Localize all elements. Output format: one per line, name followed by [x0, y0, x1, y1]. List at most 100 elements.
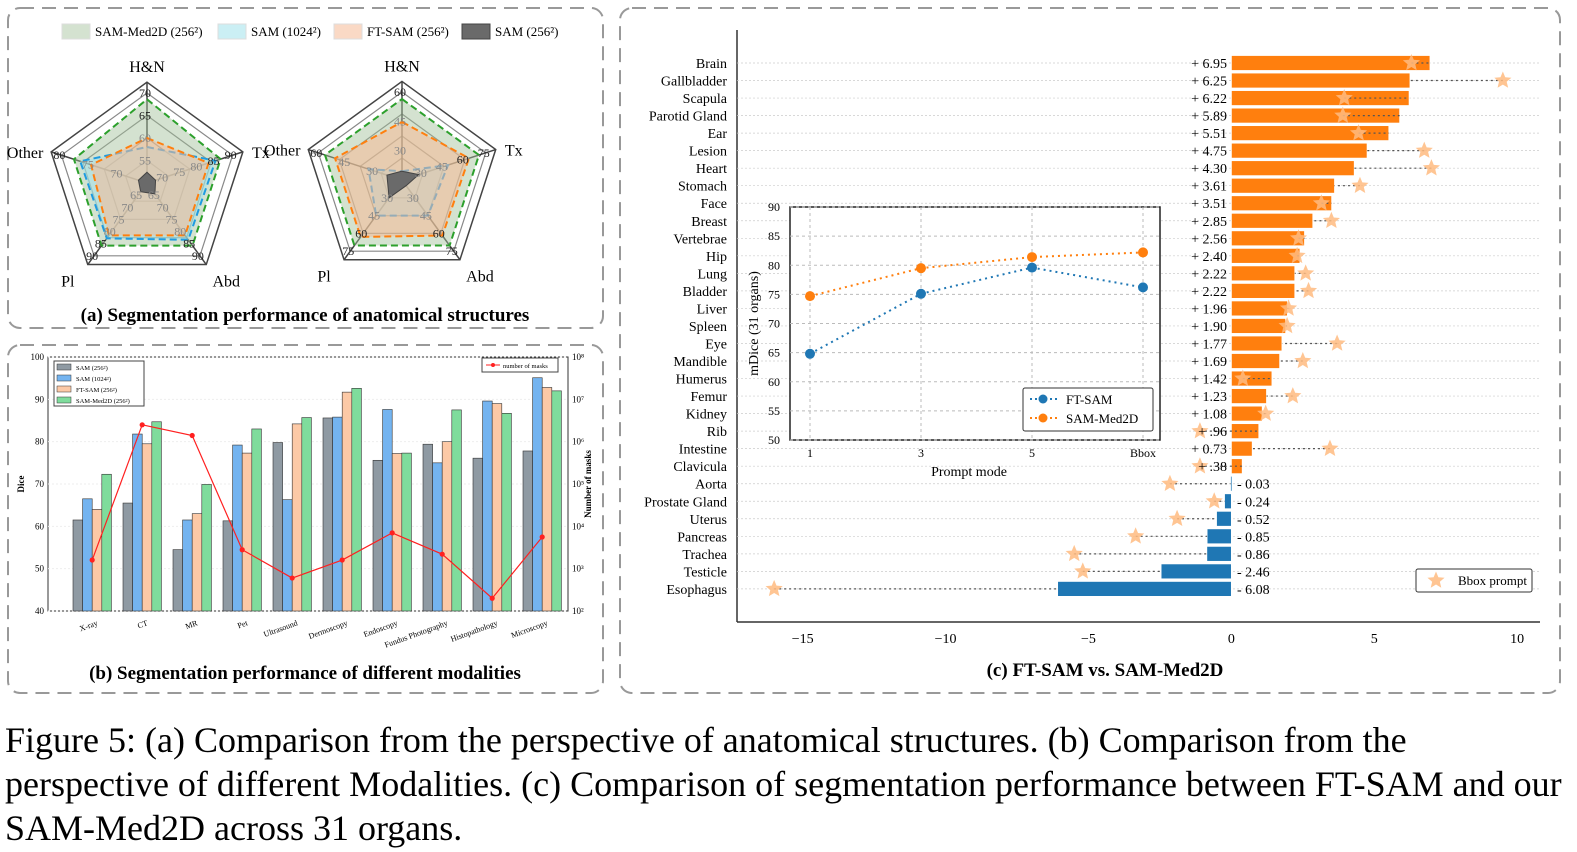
point-SAM-Med2D: [916, 263, 926, 274]
bbox-star: [1351, 176, 1369, 193]
value-label: - 0.85: [1237, 530, 1270, 545]
point-SAM-Med2D: [805, 291, 815, 302]
radar-tick-label: 30: [394, 144, 406, 158]
x-tick-label: Endoscopy: [362, 618, 398, 639]
point-SAM-Med2D: [1138, 247, 1148, 258]
radar-series-left-3: [137, 171, 157, 195]
value-label: - 6.08: [1237, 583, 1270, 598]
radar-tick-label: 45: [368, 209, 380, 223]
value-label: + 1.42: [1191, 373, 1227, 388]
legend-label: number of masks: [503, 363, 548, 370]
legend-marker: [1038, 394, 1048, 404]
legend-swatch: [333, 23, 363, 40]
radar-tick-label: 60: [457, 153, 469, 167]
bar-Spleen: [1230, 318, 1287, 334]
radar-series-right-3: [386, 170, 420, 199]
legend-label: SAM-Med2D (256²): [95, 24, 203, 39]
bbox-star: [1402, 54, 1420, 71]
bar-Microscopy-0: [522, 450, 533, 612]
x-tick-label: 10: [1510, 632, 1524, 647]
bbox-star: [1191, 422, 1209, 439]
y-tick-label: 80: [768, 258, 780, 272]
radar-tick-label: 90: [86, 249, 98, 263]
value-label: + 1.23: [1191, 390, 1227, 405]
bar-X-ray-0: [72, 519, 83, 612]
y2-tick-label: 10²: [572, 606, 584, 616]
bar-Mandible: [1230, 353, 1281, 369]
bar-Fundus Photography-1: [432, 462, 443, 612]
radar-tick-label: 75: [165, 212, 177, 226]
category-label: Aorta: [695, 478, 728, 493]
bar-Eye: [1230, 335, 1283, 352]
x-tick-label: 5: [1371, 632, 1378, 647]
bar-Dermoscopy-3: [351, 388, 362, 612]
masks-point: [539, 534, 545, 540]
x-tick-label: −15: [792, 632, 814, 647]
radar-tick-label: 80: [53, 148, 65, 162]
radar-tick-label: 60: [139, 131, 151, 145]
radar-axis-label: Tx: [505, 143, 523, 160]
bar-Ultrasound-0: [272, 442, 283, 612]
value-label: + 6.25: [1191, 75, 1227, 90]
y-tick-label: 75: [768, 287, 780, 301]
bar-X-ray-3: [101, 473, 112, 612]
bar-Fundus Photography-2: [441, 441, 453, 612]
bar-Histopathology-2: [491, 403, 503, 612]
bar-Hip: [1230, 247, 1301, 264]
x-tick-label: Ultrasound: [262, 618, 298, 639]
category-label: Kidney: [686, 408, 727, 423]
legend-marker: [1038, 413, 1048, 423]
bbox-star: [765, 579, 783, 597]
y-tick-label: 85: [768, 229, 780, 243]
radar-axis-label: H&N: [384, 58, 420, 75]
legend-label: SAM (1024²): [251, 24, 321, 39]
category-label: Stomach: [678, 180, 727, 195]
panel-border-c: [619, 7, 1561, 694]
value-label: + 3.51: [1191, 197, 1227, 212]
point-FT-SAM: [1138, 282, 1148, 293]
bbox-star: [1278, 316, 1296, 334]
bar-Microscopy-2: [541, 387, 553, 612]
radar-tick-label: 90: [225, 148, 237, 162]
bar-Bladder: [1230, 282, 1296, 299]
radar-tick-label: 60: [433, 226, 445, 240]
value-label: - 0.52: [1237, 513, 1270, 528]
bar-Femur: [1230, 388, 1267, 404]
radar-outer-frame: [307, 80, 497, 261]
bar-Pet-1: [232, 444, 243, 612]
category-label: Intestine: [679, 443, 727, 458]
radar-tick-label: 60: [310, 146, 322, 160]
masks-point: [489, 595, 495, 601]
y-axis-label: mDice (31 organs): [747, 271, 762, 376]
value-label: + 2.85: [1191, 215, 1227, 230]
value-label: + 6.22: [1191, 92, 1227, 107]
radar-tick-label: 80: [190, 159, 202, 173]
radar-axis-label: Abd: [466, 269, 494, 286]
value-label: + 5.89: [1191, 110, 1227, 125]
bbox-star: [1127, 527, 1145, 544]
bar-Intestine: [1230, 440, 1253, 457]
legend-label: SAM (256²): [495, 24, 558, 39]
panel-b-caption: (b) Segmentation performance of differen…: [89, 663, 521, 684]
masks-point: [339, 557, 345, 563]
radar-tick-label: 45: [436, 159, 448, 173]
bar-Liver: [1230, 300, 1288, 317]
radar-tick-label: 45: [394, 114, 406, 128]
value-label: + 2.56: [1191, 232, 1227, 247]
y-tick-label: 70: [35, 479, 45, 489]
x-tick-label: 3: [918, 446, 924, 460]
x-tick-label: Bbox: [1130, 446, 1156, 460]
legend-swatch: [61, 23, 91, 40]
bar-Histopathology-1: [482, 400, 493, 612]
radar-tick-label: 90: [192, 249, 204, 263]
bbox-star: [1322, 211, 1340, 229]
masks-point: [439, 551, 445, 557]
panel-a-caption: (a) Segmentation performance of anatomic…: [81, 305, 530, 326]
bar-Testicle: [1160, 563, 1232, 580]
bbox-star: [1289, 229, 1308, 246]
radar-axis-label: Other: [264, 143, 301, 160]
bar-Brain: [1230, 55, 1431, 71]
x-tick-label: Microscopy: [510, 618, 549, 640]
x-axis-label: Prompt mode: [931, 465, 1007, 480]
bar-Breast: [1230, 212, 1314, 229]
